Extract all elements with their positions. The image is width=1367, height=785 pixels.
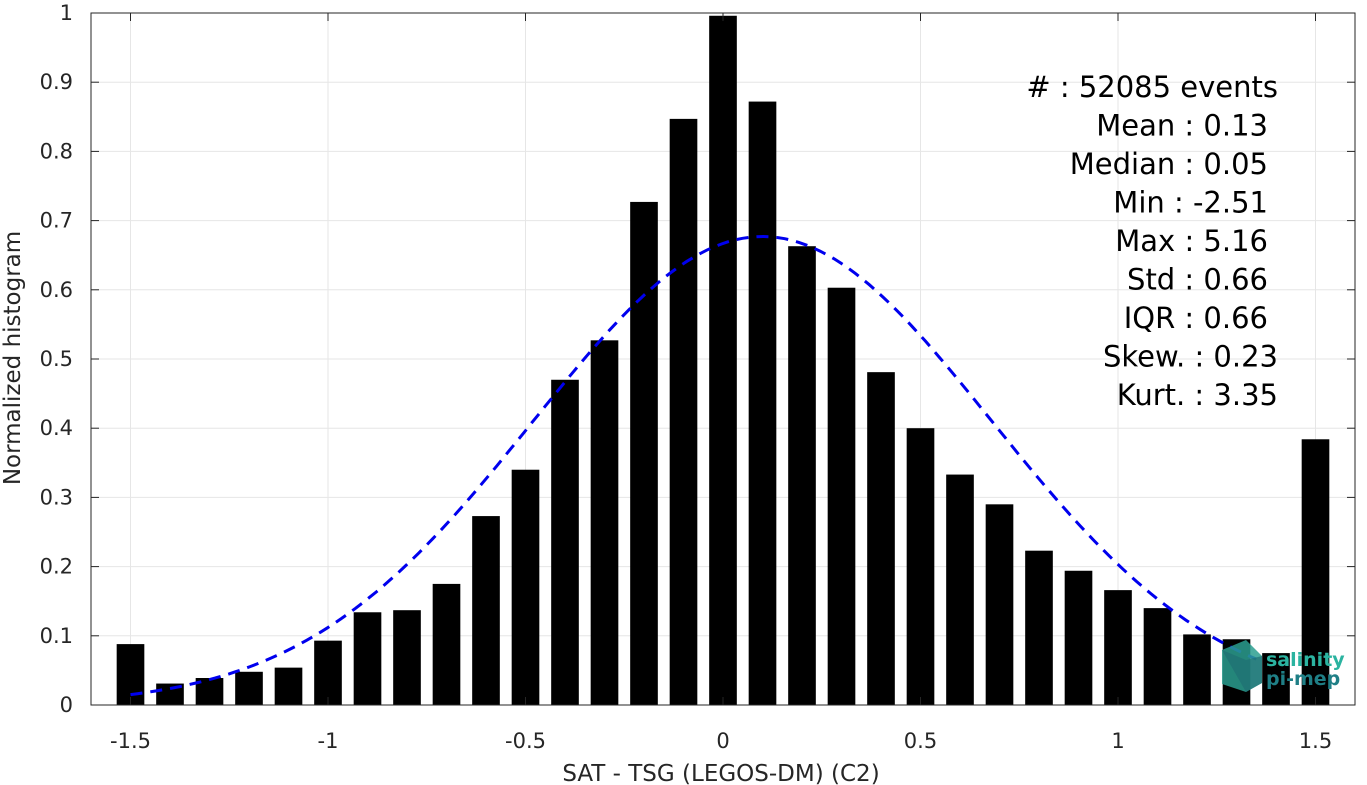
histogram-bar xyxy=(709,15,737,705)
stat-line: Kurt. : 3.35 xyxy=(1117,378,1278,412)
x-axis-label: SAT - TSG (LEGOS-DM) (C2) xyxy=(562,761,879,785)
histogram-bar xyxy=(669,118,698,706)
histogram-bar xyxy=(274,667,303,705)
y-tick-label: 0.7 xyxy=(40,209,73,233)
stat-line: # : 52085 events xyxy=(1026,70,1278,104)
histogram-bar xyxy=(985,504,1014,705)
histogram-bar xyxy=(788,246,816,706)
histogram-bar xyxy=(432,583,461,705)
logo-mark-shade-icon xyxy=(1222,650,1262,692)
histogram-bar xyxy=(551,379,579,705)
stat-line: Std : 0.66 xyxy=(1127,263,1268,297)
x-tick-label: 0.5 xyxy=(904,729,937,753)
histogram-bar xyxy=(511,469,540,705)
gaussian-fit-curve xyxy=(130,234,1257,697)
stat-line: Mean : 0.13 xyxy=(1096,109,1268,143)
histogram-bar xyxy=(1143,608,1172,705)
histogram-bar xyxy=(1183,634,1211,705)
x-axis-ticks: -1.5 -1 -0.5 0 0.5 1 1.5 xyxy=(110,13,1332,753)
x-tick-label: -1.5 xyxy=(110,729,151,753)
histogram-bar xyxy=(906,428,935,705)
histogram-bar xyxy=(156,683,184,705)
logo-line-1: salinity xyxy=(1266,649,1345,671)
histogram-bar xyxy=(393,610,421,705)
x-tick-label: 1 xyxy=(1111,729,1124,753)
stat-line: Min : -2.51 xyxy=(1113,186,1268,220)
y-tick-label: 0.9 xyxy=(40,70,73,94)
y-axis-label: Normalized histogram xyxy=(0,231,26,485)
stat-line: Max : 5.16 xyxy=(1115,224,1268,258)
histogram-bar xyxy=(827,287,856,705)
histogram-bar xyxy=(630,201,658,705)
histogram-bar xyxy=(314,640,342,705)
y-tick-label: 0.2 xyxy=(40,555,73,579)
stats-annotation: # : 52085 events Mean : 0.13 Median : 0.05… xyxy=(1026,70,1278,412)
y-tick-label: 0.5 xyxy=(40,347,73,371)
y-tick-label: 1 xyxy=(60,1,73,25)
x-tick-label: 0 xyxy=(716,729,729,753)
logo-line-2: pi-mep xyxy=(1266,668,1340,690)
histogram-bar xyxy=(946,474,974,705)
y-tick-label: 0.8 xyxy=(40,139,73,163)
histogram-bar xyxy=(1064,570,1093,705)
stat-line: Skew. : 0.23 xyxy=(1103,340,1278,374)
stat-line: Median : 0.05 xyxy=(1070,147,1268,181)
histogram-bar xyxy=(590,340,619,705)
stat-line: IQR : 0.66 xyxy=(1124,301,1268,335)
y-axis-ticks: 0 0.1 0.2 0.3 0.4 0.5 0.6 0.7 0.8 0.9 1 xyxy=(40,1,1355,717)
salinity-pi-mep-logo: salinity pi-mep xyxy=(1222,640,1345,692)
histogram-bar xyxy=(235,671,263,705)
histogram-bar xyxy=(1025,550,1053,705)
histogram-bar xyxy=(472,516,500,705)
y-tick-label: 0.3 xyxy=(40,485,73,509)
y-tick-label: 0.1 xyxy=(40,624,73,648)
y-tick-label: 0 xyxy=(60,693,73,717)
x-tick-label: -1 xyxy=(318,729,339,753)
histogram-bar xyxy=(116,644,145,705)
y-tick-label: 0.6 xyxy=(40,278,73,302)
histogram-bar xyxy=(1301,439,1330,705)
y-tick-label: 0.4 xyxy=(40,416,73,440)
x-tick-label: -0.5 xyxy=(505,729,546,753)
histogram-bar xyxy=(867,372,895,705)
x-tick-label: 1.5 xyxy=(1299,729,1332,753)
histogram-bar xyxy=(353,612,382,705)
histogram-bar xyxy=(748,101,777,706)
histogram-bar xyxy=(1104,590,1132,705)
histogram-bar xyxy=(1262,653,1290,705)
